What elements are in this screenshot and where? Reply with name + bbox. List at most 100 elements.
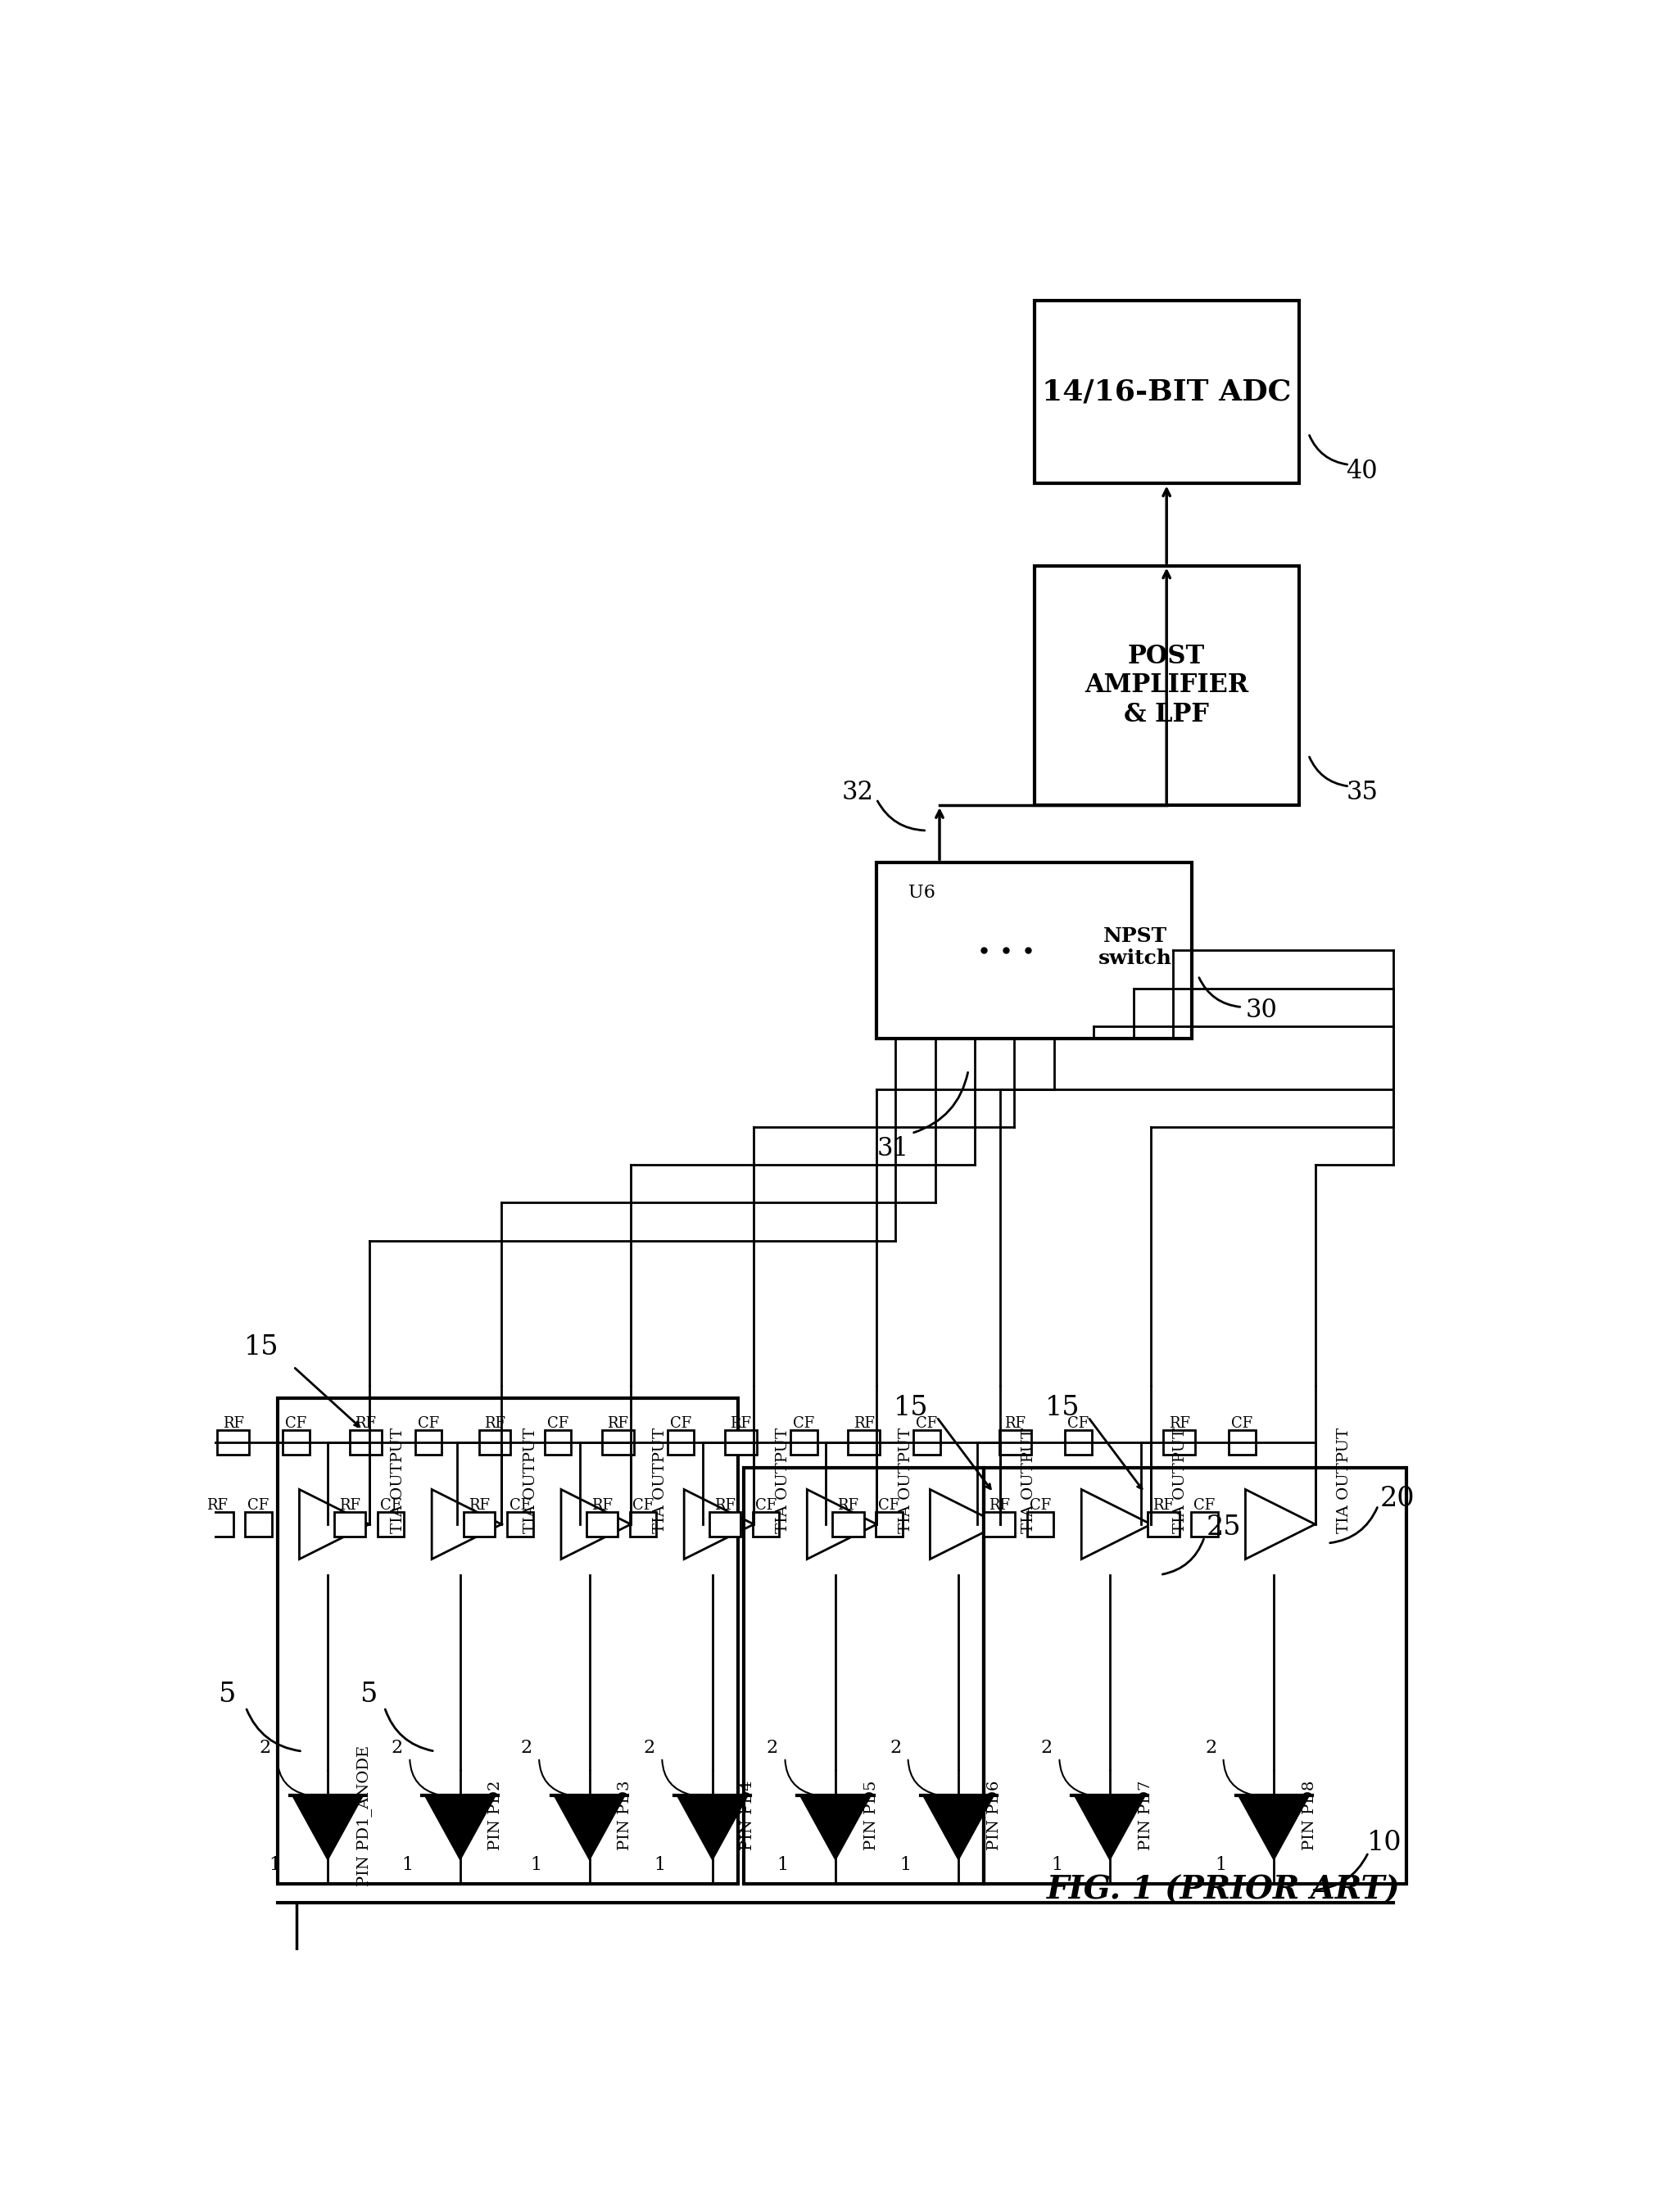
Text: U6: U6	[907, 885, 934, 903]
Text: CF: CF	[247, 1499, 269, 1512]
Text: TIA OUTPUT: TIA OUTPUT	[654, 1426, 667, 1534]
Bar	[630, 1512, 657, 1536]
Bar	[1230, 1431, 1255, 1455]
Bar	[1065, 1431, 1092, 1455]
Text: 20: 20	[1379, 1485, 1415, 1512]
Text: CF: CF	[632, 1499, 654, 1512]
Text: 40: 40	[1346, 458, 1378, 484]
Text: 1: 1	[654, 1856, 665, 1873]
Bar	[601, 1431, 633, 1455]
Text: 2: 2	[521, 1740, 533, 1757]
Text: PIN PD6: PIN PD6	[986, 1781, 1001, 1851]
Text: CF: CF	[1030, 1499, 1052, 1512]
Bar	[202, 1512, 234, 1536]
Text: PIN PD5: PIN PD5	[864, 1781, 879, 1851]
Text: PIN PD8: PIN PD8	[1302, 1781, 1317, 1851]
Text: 15: 15	[894, 1393, 929, 1420]
Text: 1: 1	[899, 1856, 911, 1873]
Text: TIA OUTPUT: TIA OUTPUT	[391, 1426, 407, 1534]
Text: TIA OUTPUT: TIA OUTPUT	[1173, 1426, 1188, 1534]
Bar	[877, 861, 1191, 1039]
Text: FIG. 1 (PRIOR ART): FIG. 1 (PRIOR ART)	[1047, 1875, 1399, 1906]
Text: CF: CF	[286, 1415, 307, 1431]
Bar	[875, 1512, 902, 1536]
Text: 15: 15	[1045, 1393, 1080, 1420]
Bar	[479, 1431, 511, 1455]
Text: RF: RF	[222, 1415, 244, 1431]
Polygon shape	[1075, 1794, 1144, 1858]
Text: 15: 15	[244, 1334, 279, 1361]
Polygon shape	[677, 1794, 748, 1858]
Text: TIA OUTPUT: TIA OUTPUT	[524, 1426, 538, 1534]
Text: 32: 32	[842, 780, 874, 806]
Bar	[1000, 1431, 1032, 1455]
Text: RF: RF	[1005, 1415, 1026, 1431]
Text: 2: 2	[259, 1740, 270, 1757]
Text: RF: RF	[591, 1499, 613, 1512]
Bar	[334, 1512, 366, 1536]
Text: CF: CF	[418, 1415, 440, 1431]
Text: TIA OUTPUT: TIA OUTPUT	[1337, 1426, 1352, 1534]
Bar	[507, 1512, 533, 1536]
Text: 1: 1	[531, 1856, 543, 1873]
Bar	[1191, 1512, 1218, 1536]
Bar	[984, 1468, 1406, 1884]
Text: 30: 30	[1245, 997, 1277, 1023]
Text: RF: RF	[853, 1415, 875, 1431]
Bar	[349, 1431, 381, 1455]
Text: RF: RF	[354, 1415, 376, 1431]
Text: 5: 5	[360, 1680, 378, 1707]
Text: RF: RF	[1152, 1499, 1174, 1512]
Bar	[984, 1512, 1015, 1536]
Bar	[544, 1431, 571, 1455]
Text: RF: RF	[606, 1415, 628, 1431]
Polygon shape	[292, 1794, 363, 1858]
Text: CF: CF	[509, 1499, 531, 1512]
Bar	[914, 1431, 941, 1455]
Text: 1: 1	[402, 1856, 413, 1873]
Text: CF: CF	[879, 1499, 900, 1512]
Bar	[1035, 300, 1299, 484]
Bar	[415, 1431, 442, 1455]
Text: 1: 1	[1052, 1856, 1062, 1873]
Text: CF: CF	[756, 1499, 776, 1512]
Text: 1: 1	[776, 1856, 788, 1873]
Text: CF: CF	[380, 1499, 402, 1512]
Polygon shape	[425, 1794, 496, 1858]
Text: CF: CF	[793, 1415, 815, 1431]
Bar	[586, 1512, 618, 1536]
Text: 25: 25	[1206, 1514, 1242, 1540]
Text: PIN PD4: PIN PD4	[741, 1781, 756, 1851]
Text: NPST
switch: NPST switch	[1099, 927, 1173, 968]
Text: RF: RF	[714, 1499, 736, 1512]
Text: RF: RF	[731, 1415, 751, 1431]
Bar	[1026, 1512, 1053, 1536]
Bar	[709, 1512, 741, 1536]
Bar	[378, 1512, 405, 1536]
Text: PIN PD7: PIN PD7	[1139, 1781, 1152, 1851]
Text: CF: CF	[1194, 1499, 1215, 1512]
Bar	[753, 1512, 780, 1536]
Text: TIA OUTPUT: TIA OUTPUT	[776, 1426, 791, 1534]
Text: CF: CF	[916, 1415, 937, 1431]
Text: RF: RF	[207, 1499, 228, 1512]
Polygon shape	[554, 1794, 625, 1858]
Text: CF: CF	[1231, 1415, 1253, 1431]
Text: RF: RF	[484, 1415, 506, 1431]
Bar	[282, 1431, 309, 1455]
Text: RF: RF	[469, 1499, 491, 1512]
Polygon shape	[1238, 1794, 1309, 1858]
Text: TIA OUTPUT: TIA OUTPUT	[1021, 1426, 1037, 1534]
Text: 10: 10	[1368, 1829, 1401, 1856]
Text: CF: CF	[1067, 1415, 1089, 1431]
Bar	[832, 1512, 864, 1536]
Bar	[667, 1431, 694, 1455]
Text: 2: 2	[1205, 1740, 1216, 1757]
Bar	[1164, 1431, 1194, 1455]
Text: RF: RF	[1169, 1415, 1189, 1431]
Text: 2: 2	[643, 1740, 655, 1757]
Text: TIA OUTPUT: TIA OUTPUT	[899, 1426, 914, 1534]
Bar	[726, 1431, 756, 1455]
Text: PIN PD2: PIN PD2	[489, 1781, 504, 1851]
Bar	[791, 1431, 816, 1455]
